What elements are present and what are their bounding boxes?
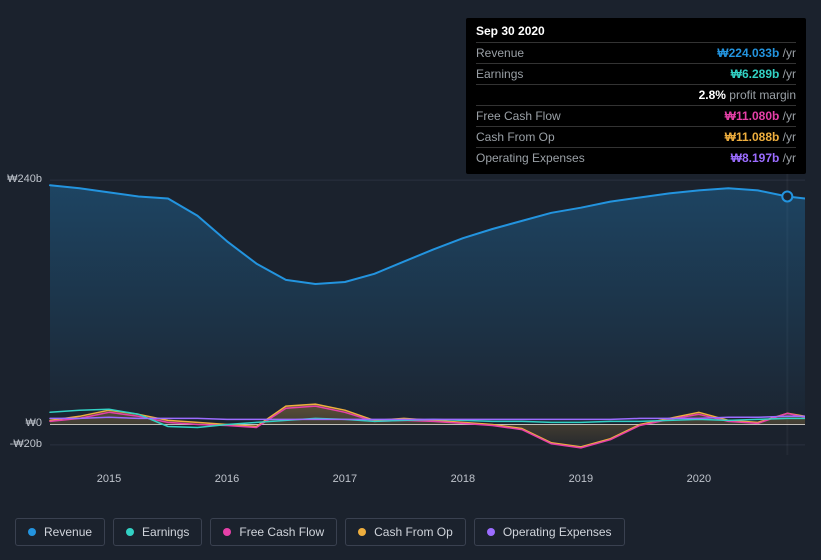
legend-label: Operating Expenses bbox=[503, 525, 612, 539]
tooltip-row-value: ₩6.289b /yr bbox=[731, 67, 796, 81]
tooltip-row: Operating Expenses ₩8.197b /yr bbox=[476, 147, 796, 168]
tooltip-row: Revenue ₩224.033b /yr bbox=[476, 42, 796, 63]
tooltip-row-label: Earnings bbox=[476, 67, 523, 81]
y-axis-label: -₩20b bbox=[0, 438, 42, 450]
x-axis-label: 2020 bbox=[687, 473, 711, 485]
legend-dot bbox=[28, 528, 36, 536]
y-axis-label: ₩240b bbox=[0, 173, 42, 185]
legend-item-earnings[interactable]: Earnings bbox=[113, 518, 202, 546]
tooltip-row: 2.8% profit margin bbox=[476, 84, 796, 105]
tooltip-title: Sep 30 2020 bbox=[476, 24, 796, 42]
x-axis-label: 2015 bbox=[97, 473, 121, 485]
legend-dot bbox=[126, 528, 134, 536]
x-axis-label: 2019 bbox=[569, 473, 593, 485]
legend-dot bbox=[223, 528, 231, 536]
tooltip-row-label: Free Cash Flow bbox=[476, 109, 561, 123]
tooltip-row: Earnings ₩6.289b /yr bbox=[476, 63, 796, 84]
chart-svg bbox=[15, 155, 805, 500]
legend-label: Cash From Op bbox=[374, 525, 453, 539]
legend: Revenue Earnings Free Cash Flow Cash From O… bbox=[15, 518, 625, 546]
legend-label: Revenue bbox=[44, 525, 92, 539]
tooltip-row-value: ₩11.088b /yr bbox=[725, 130, 796, 144]
legend-dot bbox=[358, 528, 366, 536]
legend-label: Free Cash Flow bbox=[239, 525, 324, 539]
legend-item-revenue[interactable]: Revenue bbox=[15, 518, 105, 546]
legend-item-operating-expenses[interactable]: Operating Expenses bbox=[474, 518, 625, 546]
tooltip-row-label: Revenue bbox=[476, 46, 524, 60]
legend-item-free-cash-flow[interactable]: Free Cash Flow bbox=[210, 518, 337, 546]
tooltip-row: Cash From Op ₩11.088b /yr bbox=[476, 126, 796, 147]
tooltip-row-label: Operating Expenses bbox=[476, 151, 585, 165]
y-axis-label: ₩0 bbox=[0, 417, 42, 429]
chart-tooltip: Sep 30 2020 Revenue ₩224.033b /yr Earnings… bbox=[466, 18, 806, 174]
x-axis-label: 2017 bbox=[333, 473, 357, 485]
tooltip-row-value: ₩224.033b /yr bbox=[717, 46, 796, 60]
x-axis-label: 2016 bbox=[215, 473, 239, 485]
tooltip-row: Free Cash Flow ₩11.080b /yr bbox=[476, 105, 796, 126]
tooltip-row-label: Cash From Op bbox=[476, 130, 555, 144]
legend-item-cash-from-op[interactable]: Cash From Op bbox=[345, 518, 466, 546]
tooltip-rows: Revenue ₩224.033b /yr Earnings ₩6.289b /yr 2… bbox=[476, 42, 796, 168]
legend-dot bbox=[487, 528, 495, 536]
tooltip-row-value: ₩8.197b /yr bbox=[731, 151, 796, 165]
x-axis-label: 2018 bbox=[451, 473, 475, 485]
tooltip-row-value: ₩11.080b /yr bbox=[725, 109, 796, 123]
financial-chart[interactable]: ₩240b₩0-₩20b201520162017201820192020 bbox=[15, 155, 805, 475]
legend-label: Earnings bbox=[142, 525, 189, 539]
tooltip-row-value: 2.8% profit margin bbox=[699, 88, 796, 102]
